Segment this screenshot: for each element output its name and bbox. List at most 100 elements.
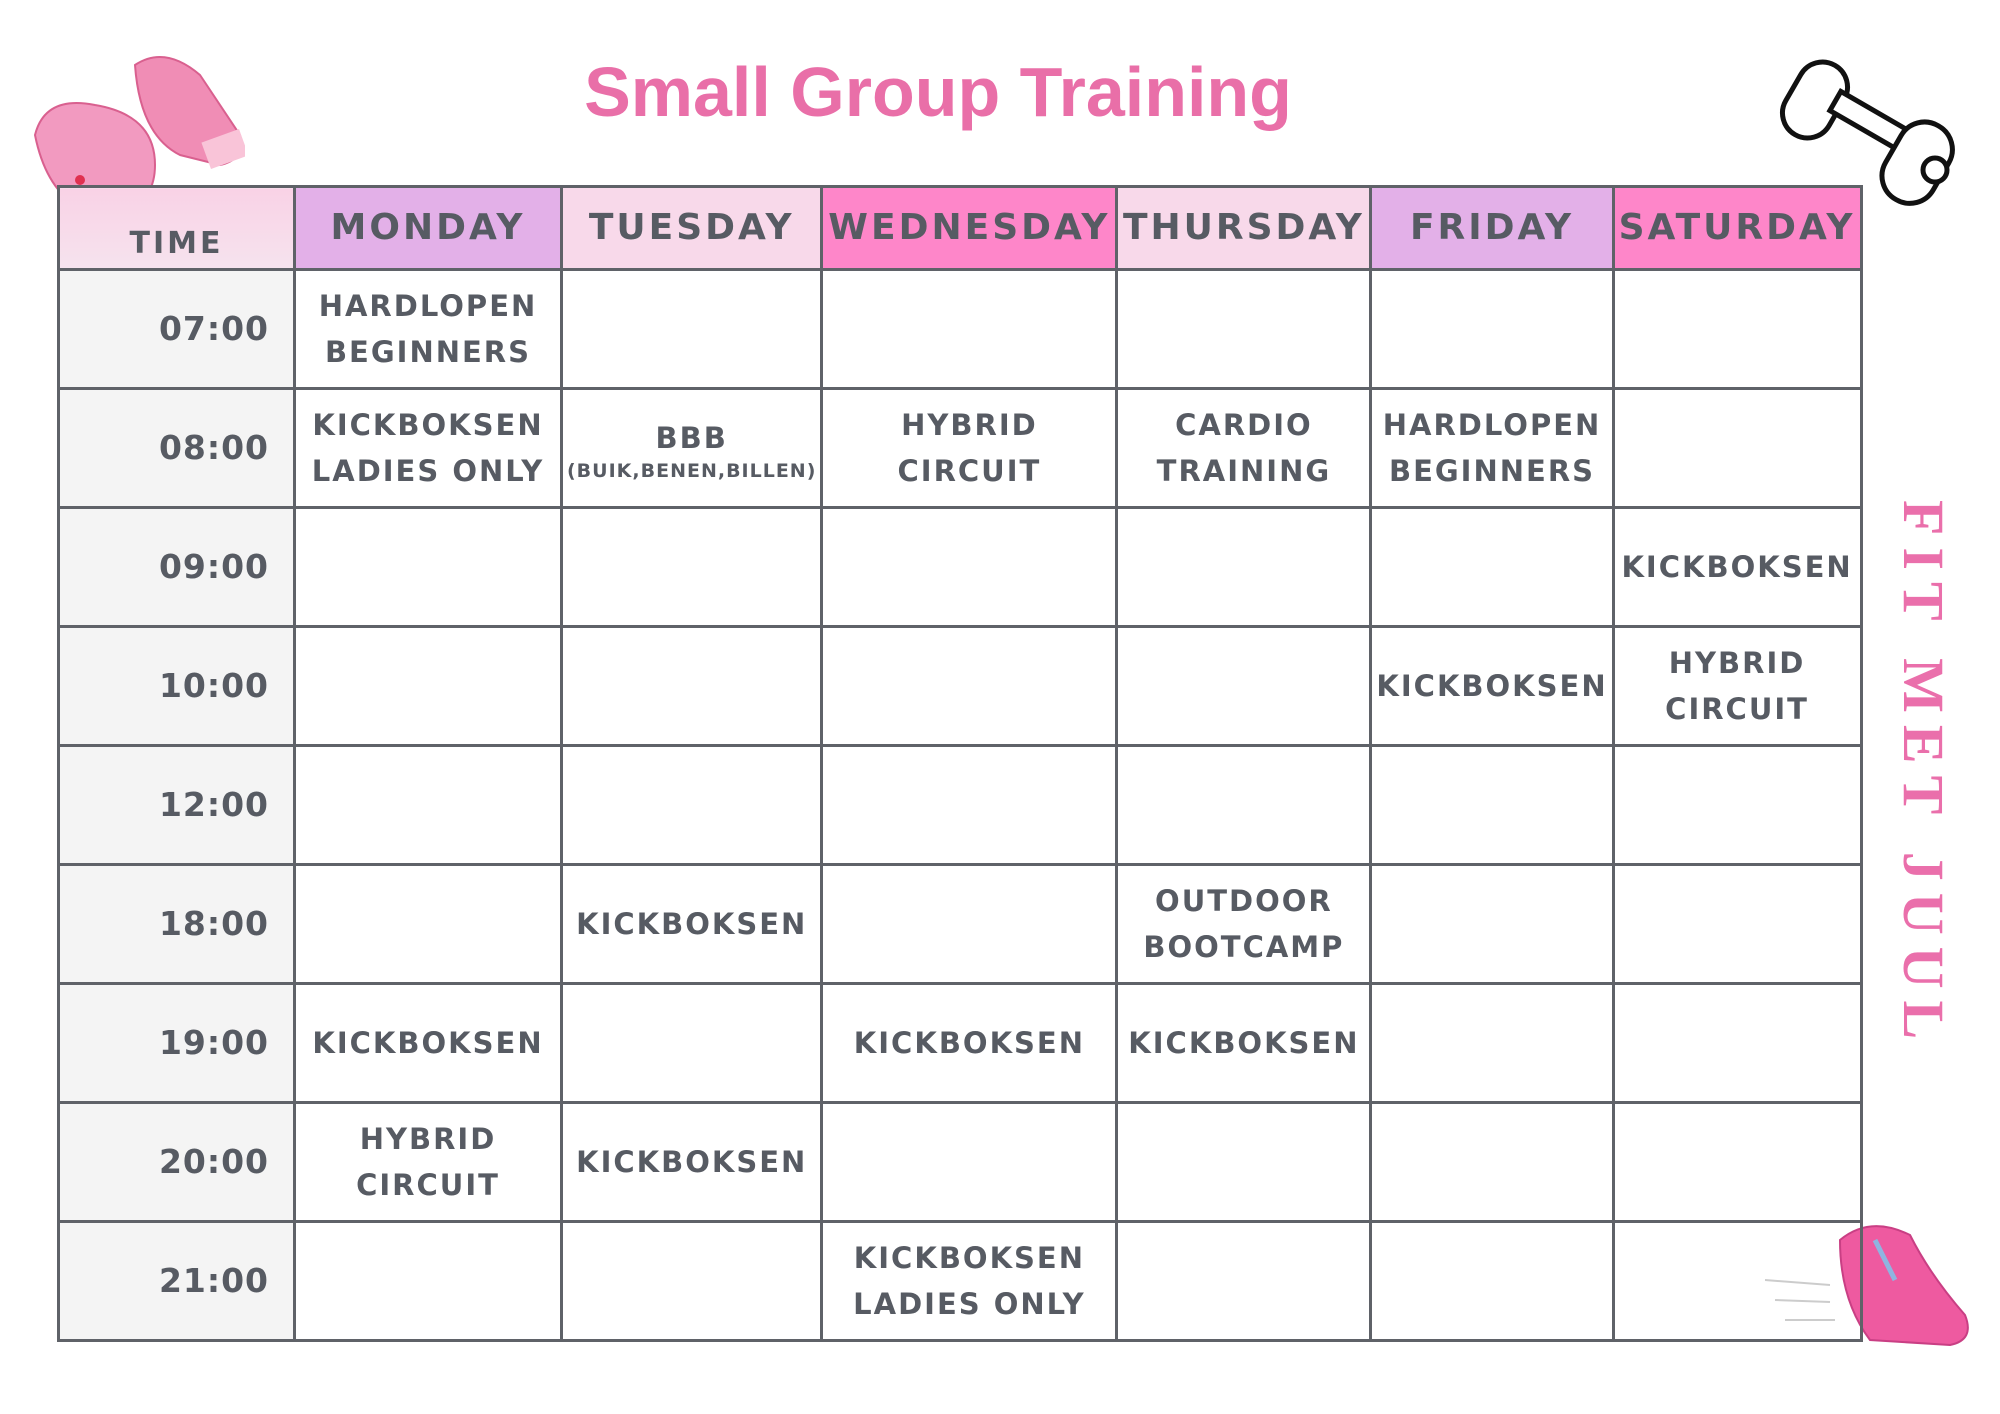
class-line: KICKBOKSEN	[576, 1144, 808, 1179]
class-cell	[1369, 268, 1615, 390]
class-cell: BBB (BUIK,BENEN,BILLEN)	[559, 387, 824, 509]
class-cell	[1611, 1101, 1863, 1223]
class-cell	[293, 506, 563, 628]
class-cell	[1611, 387, 1863, 509]
schedule-row: 18:00 KICKBOKSEN OUTDOOR BOOTCAMP	[57, 863, 1863, 985]
schedule-table: TIME MONDAY TUESDAY WEDNESDAY THURSDAY FRIDAY…	[57, 185, 1863, 1342]
time-cell: 20:00	[57, 1101, 296, 1223]
class-cell: KICKBOKSEN LADIES ONLY	[293, 387, 563, 509]
class-cell	[1611, 268, 1863, 390]
class-line: CIRCUIT	[356, 1168, 500, 1202]
class-cell	[1369, 1101, 1615, 1223]
class-cell: HARDLOPEN BEGINNERS	[293, 268, 563, 390]
class-line: BOOTCAMP	[1143, 930, 1345, 964]
class-cell: KICKBOKSEN LADIES ONLY	[820, 1220, 1119, 1342]
class-cell	[1115, 625, 1373, 747]
class-cell	[1115, 1220, 1373, 1342]
class-line: CARDIO	[1175, 407, 1313, 442]
class-cell	[1369, 506, 1615, 628]
class-cell	[1611, 744, 1863, 866]
title: Small Group Training	[584, 53, 1292, 131]
class-line: CIRCUIT	[897, 454, 1042, 488]
class-line: LADIES ONLY	[311, 454, 545, 488]
column-header: TIME	[57, 185, 296, 271]
time-cell: 19:00	[57, 982, 296, 1104]
column-header: MONDAY	[293, 185, 563, 271]
dumbbell	[1780, 59, 1955, 206]
schedule-row: 20:00 HYBRID CIRCUIT KICKBOKSEN	[57, 1101, 1863, 1223]
class-line: BEGINNERS	[1388, 454, 1596, 488]
class-line: HYBRID	[359, 1121, 497, 1156]
time-cell: 09:00	[57, 506, 296, 628]
time-cell: 12:00	[57, 744, 296, 866]
class-line: KICKBOKSEN	[312, 407, 544, 442]
class-cell	[559, 268, 824, 390]
time-cell: 08:00	[57, 387, 296, 509]
class-cell: KICKBOKSEN	[820, 982, 1119, 1104]
class-cell	[820, 744, 1119, 866]
class-cell	[1611, 982, 1863, 1104]
class-cell	[820, 863, 1119, 985]
class-cell	[559, 506, 824, 628]
class-cell: HYBRID CIRCUIT	[293, 1101, 563, 1223]
class-cell	[1115, 1101, 1373, 1223]
schedule-row: 07:00 HARDLOPEN BEGINNERS	[57, 268, 1863, 390]
class-line: KICKBOKSEN	[576, 906, 808, 941]
column-header: WEDNESDAY	[820, 185, 1119, 271]
class-line: KICKBOKSEN	[312, 1025, 544, 1060]
class-cell: KICKBOKSEN	[559, 863, 824, 985]
class-cell: CARDIO TRAINING	[1115, 387, 1373, 509]
class-line: KICKBOKSEN	[1128, 1025, 1360, 1060]
schedule-row: 10:00 KICKBOKSEN HYBRID CIRCUIT	[57, 625, 1863, 747]
class-cell	[559, 982, 824, 1104]
class-cell	[559, 625, 824, 747]
schedule-row: 09:00 KICKBOKSEN	[57, 506, 1863, 628]
class-cell	[820, 1101, 1119, 1223]
class-cell: HYBRID CIRCUIT	[1611, 625, 1863, 747]
class-line: HARDLOPEN	[318, 288, 538, 323]
class-line: KICKBOKSEN	[1376, 668, 1608, 703]
class-cell	[1115, 506, 1373, 628]
class-line: TRAINING	[1156, 454, 1332, 488]
class-cell: OUTDOOR BOOTCAMP	[1115, 863, 1373, 985]
class-cell: KICKBOKSEN	[1611, 506, 1863, 628]
class-cell	[1611, 863, 1863, 985]
class-cell	[1369, 982, 1615, 1104]
column-header: TUESDAY	[559, 185, 824, 271]
class-cell	[559, 1220, 824, 1342]
class-line: (BUIK,BENEN,BILLEN)	[567, 459, 817, 482]
brand: FIT MET JUUL	[1891, 500, 1956, 1052]
class-cell	[293, 1220, 563, 1342]
class-line: BEGINNERS	[324, 335, 532, 369]
class-cell: KICKBOKSEN	[293, 982, 563, 1104]
class-cell: KICKBOKSEN	[559, 1101, 824, 1223]
class-line: HYBRID	[1668, 645, 1806, 680]
class-cell	[1369, 744, 1615, 866]
class-cell	[1369, 863, 1615, 985]
class-cell	[559, 744, 824, 866]
class-cell	[1611, 1220, 1863, 1342]
class-cell	[293, 863, 563, 985]
schedule-row: 21:00 KICKBOKSEN LADIES ONLY	[57, 1220, 1863, 1342]
time-cell: 18:00	[57, 863, 296, 985]
class-line: HYBRID	[901, 407, 1038, 442]
class-cell: HARDLOPEN BEGINNERS	[1369, 387, 1615, 509]
time-cell: 07:00	[57, 268, 296, 390]
class-line: CIRCUIT	[1665, 692, 1809, 726]
class-line: KICKBOKSEN	[1621, 549, 1853, 584]
class-line: LADIES ONLY	[853, 1287, 1086, 1321]
class-cell: KICKBOKSEN	[1115, 982, 1373, 1104]
class-cell: HYBRID CIRCUIT	[820, 387, 1119, 509]
time-cell: 10:00	[57, 625, 296, 747]
class-cell	[1115, 744, 1373, 866]
time-cell: 21:00	[57, 1220, 296, 1342]
column-header: SATURDAY	[1611, 185, 1863, 271]
class-line: KICKBOKSEN	[853, 1025, 1086, 1060]
class-cell	[1369, 1220, 1615, 1342]
class-cell	[1115, 268, 1373, 390]
schedule-row: 08:00 KICKBOKSEN LADIES ONLY BBB (BUIK,BENEN…	[57, 387, 1863, 509]
class-cell	[293, 744, 563, 866]
schedule-row: 12:00	[57, 744, 1863, 866]
class-cell	[820, 506, 1119, 628]
